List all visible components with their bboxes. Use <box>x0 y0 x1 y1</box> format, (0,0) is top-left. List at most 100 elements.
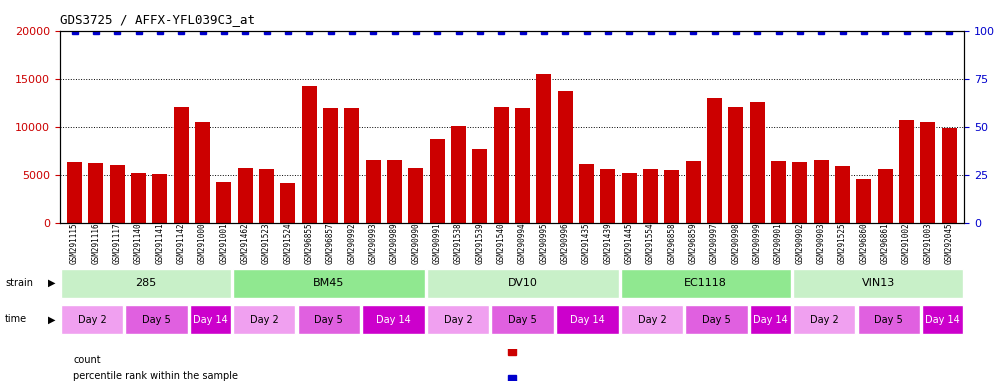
FancyBboxPatch shape <box>362 305 424 334</box>
Bar <box>515 109 530 223</box>
Text: GSM296858: GSM296858 <box>667 223 676 264</box>
FancyBboxPatch shape <box>233 305 295 334</box>
Text: ▶: ▶ <box>48 314 56 324</box>
FancyBboxPatch shape <box>190 305 231 334</box>
Bar <box>68 162 83 223</box>
FancyBboxPatch shape <box>922 305 963 334</box>
Bar <box>941 127 956 223</box>
Bar <box>174 107 189 223</box>
Text: Day 14: Day 14 <box>925 314 960 325</box>
Bar <box>109 165 124 223</box>
Text: GSM290997: GSM290997 <box>710 223 719 264</box>
Bar <box>643 169 658 223</box>
Text: Day 5: Day 5 <box>142 314 171 325</box>
Text: GSM291538: GSM291538 <box>454 223 463 264</box>
FancyBboxPatch shape <box>620 268 791 298</box>
FancyBboxPatch shape <box>749 305 791 334</box>
Text: Day 2: Day 2 <box>443 314 472 325</box>
Text: GSM291116: GSM291116 <box>91 223 100 264</box>
Text: strain: strain <box>5 278 33 288</box>
Text: Day 2: Day 2 <box>637 314 666 325</box>
FancyBboxPatch shape <box>297 305 360 334</box>
Bar <box>472 149 487 223</box>
Bar <box>537 74 552 223</box>
Bar <box>600 169 615 223</box>
Text: GSM290991: GSM290991 <box>432 223 441 264</box>
Text: GSM291445: GSM291445 <box>625 223 634 264</box>
Text: Day 2: Day 2 <box>249 314 278 325</box>
Text: Day 14: Day 14 <box>570 314 604 325</box>
Bar <box>622 173 637 223</box>
Bar <box>280 184 295 223</box>
FancyBboxPatch shape <box>491 305 554 334</box>
Text: BM45: BM45 <box>313 278 345 288</box>
FancyBboxPatch shape <box>61 305 123 334</box>
Bar <box>217 182 232 223</box>
Text: DV10: DV10 <box>508 278 538 288</box>
Bar <box>195 122 210 223</box>
Text: time: time <box>5 314 27 324</box>
Text: Day 14: Day 14 <box>193 314 228 325</box>
Bar <box>238 168 252 223</box>
Text: GSM290993: GSM290993 <box>369 223 378 264</box>
Bar <box>749 102 764 223</box>
Text: GSM291001: GSM291001 <box>220 223 229 264</box>
FancyBboxPatch shape <box>685 305 747 334</box>
Text: ▶: ▶ <box>48 278 56 288</box>
Bar <box>857 179 872 223</box>
Bar <box>920 122 935 223</box>
Bar <box>814 161 829 223</box>
Bar <box>729 107 744 223</box>
Bar <box>451 126 466 223</box>
Text: 285: 285 <box>135 278 156 288</box>
Text: count: count <box>74 355 100 365</box>
Text: Day 5: Day 5 <box>508 314 537 325</box>
Text: GSM292045: GSM292045 <box>944 223 954 264</box>
Text: GSM291003: GSM291003 <box>923 223 932 264</box>
Text: GSM296861: GSM296861 <box>881 223 890 264</box>
Text: EC1118: EC1118 <box>684 278 728 288</box>
Bar <box>345 109 360 223</box>
FancyBboxPatch shape <box>620 305 683 334</box>
Text: Day 14: Day 14 <box>376 314 411 325</box>
Text: GSM291140: GSM291140 <box>134 223 143 264</box>
Text: GSM291439: GSM291439 <box>603 223 612 264</box>
Text: GSM291462: GSM291462 <box>241 223 249 264</box>
Text: Day 2: Day 2 <box>810 314 839 325</box>
FancyBboxPatch shape <box>233 268 424 298</box>
Bar <box>323 108 338 223</box>
Text: GSM291539: GSM291539 <box>475 223 484 264</box>
Text: GSM291141: GSM291141 <box>155 223 164 264</box>
Text: GSM291435: GSM291435 <box>582 223 591 264</box>
Text: GSM291002: GSM291002 <box>903 223 911 264</box>
Text: GSM296857: GSM296857 <box>326 223 335 264</box>
FancyBboxPatch shape <box>556 305 618 334</box>
Text: GSM291115: GSM291115 <box>70 223 80 264</box>
Text: GSM290996: GSM290996 <box>561 223 570 264</box>
Text: GSM291523: GSM291523 <box>262 223 271 264</box>
FancyBboxPatch shape <box>61 268 231 298</box>
Bar <box>900 120 914 223</box>
Bar <box>259 169 274 223</box>
Bar <box>878 169 893 223</box>
Bar <box>580 164 594 223</box>
FancyBboxPatch shape <box>793 268 963 298</box>
Text: GDS3725 / AFFX-YFL039C3_at: GDS3725 / AFFX-YFL039C3_at <box>60 13 254 26</box>
FancyBboxPatch shape <box>793 305 856 334</box>
Bar <box>409 168 423 223</box>
Bar <box>771 161 786 223</box>
Text: GSM290994: GSM290994 <box>518 223 527 264</box>
Bar <box>88 163 103 223</box>
Text: GSM290995: GSM290995 <box>540 223 549 264</box>
FancyBboxPatch shape <box>426 268 618 298</box>
Text: GSM291554: GSM291554 <box>646 223 655 264</box>
Bar <box>664 170 679 223</box>
Text: GSM291142: GSM291142 <box>177 223 186 264</box>
Bar <box>302 86 317 223</box>
Text: GSM290990: GSM290990 <box>412 223 420 264</box>
Bar <box>558 91 573 223</box>
Bar <box>131 173 146 223</box>
Text: percentile rank within the sample: percentile rank within the sample <box>74 371 239 381</box>
Bar <box>366 161 381 223</box>
Bar <box>152 174 167 223</box>
